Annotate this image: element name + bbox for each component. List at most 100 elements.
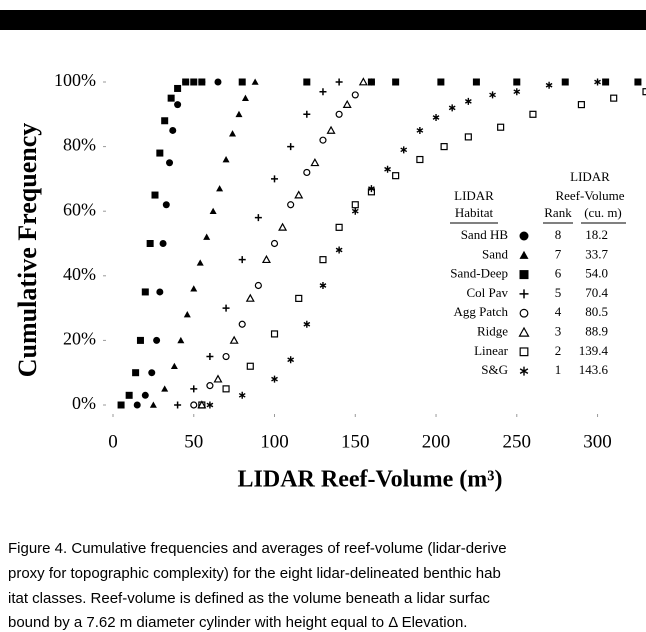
legend-habitat: Sand [482,246,509,261]
marker [151,191,159,199]
legend-marker [519,289,529,299]
marker [136,336,144,344]
marker [303,78,311,86]
marker [326,125,336,134]
marker [310,158,320,167]
legend-habitat: Col Pav [466,285,508,300]
marker [270,330,279,338]
marker [472,78,480,86]
marker [235,110,243,118]
legend-rank: 5 [555,285,562,300]
marker [287,143,295,151]
y-tick-label: 20% [63,329,96,349]
marker [149,401,157,408]
marker [335,110,343,118]
caption-line: proxy for topographic complexity) for th… [8,565,501,582]
marker [319,281,327,289]
legend-header: Rank [544,205,572,220]
marker [335,78,343,86]
legend-header: Habitat [455,205,494,220]
marker [238,78,246,86]
marker [133,401,141,409]
legend-habitat: Agg Patch [453,304,508,319]
legend-marker [519,270,529,280]
x-tick-label: 150 [341,431,370,452]
marker [303,110,311,118]
marker [602,78,610,86]
legend-habitat: Sand-Deep [450,266,508,281]
marker [294,190,304,199]
legend-header: (cu. m) [584,205,622,220]
marker [238,320,246,328]
marker [392,172,400,180]
marker [166,159,174,167]
marker [148,369,156,377]
legend-rank: 7 [555,246,562,261]
marker [642,88,646,96]
marker [222,156,230,163]
legend-volume: 139.4 [579,343,609,358]
marker [335,223,343,231]
marker [561,78,569,86]
marker [303,168,311,177]
y-tick-label: 60% [63,199,96,219]
marker [182,78,190,86]
marker [174,101,182,109]
marker [271,375,278,383]
marker [170,362,178,370]
marker [342,99,352,109]
marker [174,401,182,409]
marker [529,110,537,118]
legend-volume: 33.7 [585,246,608,261]
marker [351,207,359,215]
marker [141,391,149,399]
marker [229,130,237,137]
marker [464,133,472,141]
marker [177,336,185,344]
marker [416,155,424,164]
marker [335,246,343,254]
marker [117,401,125,409]
legend-habitat: Sand HB [461,227,509,242]
marker [367,78,375,86]
marker [261,254,271,264]
marker [610,94,618,102]
legend-marker [519,231,529,241]
marker [245,293,255,302]
marker [351,91,359,99]
marker [319,256,327,264]
marker [222,352,230,361]
marker [448,104,456,112]
legend-rank: 1 [555,362,562,377]
marker [162,201,170,209]
marker [319,136,327,144]
marker [437,78,445,86]
marker [440,143,448,151]
legend-rank: 4 [555,304,562,319]
legend-marker [519,250,529,259]
marker [287,201,295,209]
marker [206,353,214,361]
marker [167,94,175,102]
legend-header: LIDAR [454,188,494,203]
legend-marker [519,347,529,357]
legend-habitat: S&G [481,362,508,377]
legend-volume: 80.5 [585,304,608,319]
marker [216,185,224,192]
marker [497,123,505,131]
legend-volume: 54.0 [585,266,608,281]
marker [358,77,368,86]
marker [183,311,191,318]
legend-marker [518,326,530,337]
marker [254,281,262,290]
y-tick-label: 40% [63,264,96,284]
marker [246,362,254,370]
marker [132,369,140,377]
caption-line: itat classes. Reef-volume is defined as … [8,590,490,607]
x-tick-label: 200 [422,431,451,452]
legend-habitat: Linear [474,343,509,358]
marker [432,114,440,122]
marker [594,78,601,86]
x-tick-label: 250 [503,431,532,452]
